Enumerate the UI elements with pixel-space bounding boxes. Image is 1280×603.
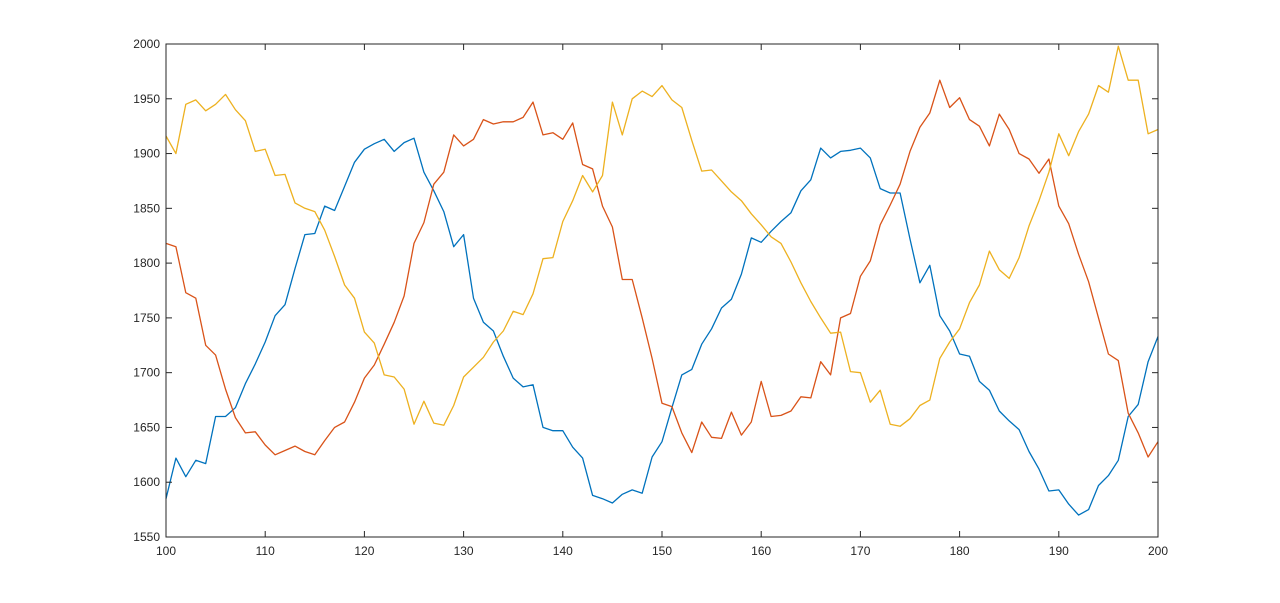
x-tick-label: 170 — [850, 544, 870, 558]
y-tick-label: 1750 — [133, 311, 160, 325]
axes: 100 110 120 130 140 150 160 170 180 190 200 1550 160… — [133, 37, 1168, 558]
x-tick-label: 180 — [950, 544, 970, 558]
y-tick-label: 1700 — [133, 366, 160, 380]
x-tick-label: 140 — [553, 544, 573, 558]
y-tick-label: 1850 — [133, 201, 160, 215]
x-tick-label: 110 — [256, 544, 275, 558]
y-tick-label: 1600 — [133, 475, 160, 489]
x-tick-label: 120 — [354, 544, 374, 558]
y-tick-label: 2000 — [133, 37, 160, 51]
x-tick-label: 100 — [156, 544, 176, 558]
y-tick-label: 1550 — [133, 530, 160, 544]
series-line-2 — [165, 79, 1159, 458]
x-tick-label: 200 — [1148, 544, 1168, 558]
x-tick-label: 130 — [454, 544, 474, 558]
plot-area-frame — [165, 43, 1159, 538]
series-layer — [165, 45, 1159, 516]
x-tick-label: 150 — [652, 544, 672, 558]
y-tick-label: 1950 — [133, 92, 160, 106]
x-tick-label: 160 — [751, 544, 771, 558]
y-tick-label: 1900 — [133, 147, 160, 161]
x-tick-label: 190 — [1049, 544, 1069, 558]
series-line-1 — [165, 137, 1159, 516]
series-line-3 — [165, 45, 1159, 427]
y-tick-label: 1650 — [133, 420, 160, 434]
y-tick-label: 1800 — [133, 256, 160, 270]
